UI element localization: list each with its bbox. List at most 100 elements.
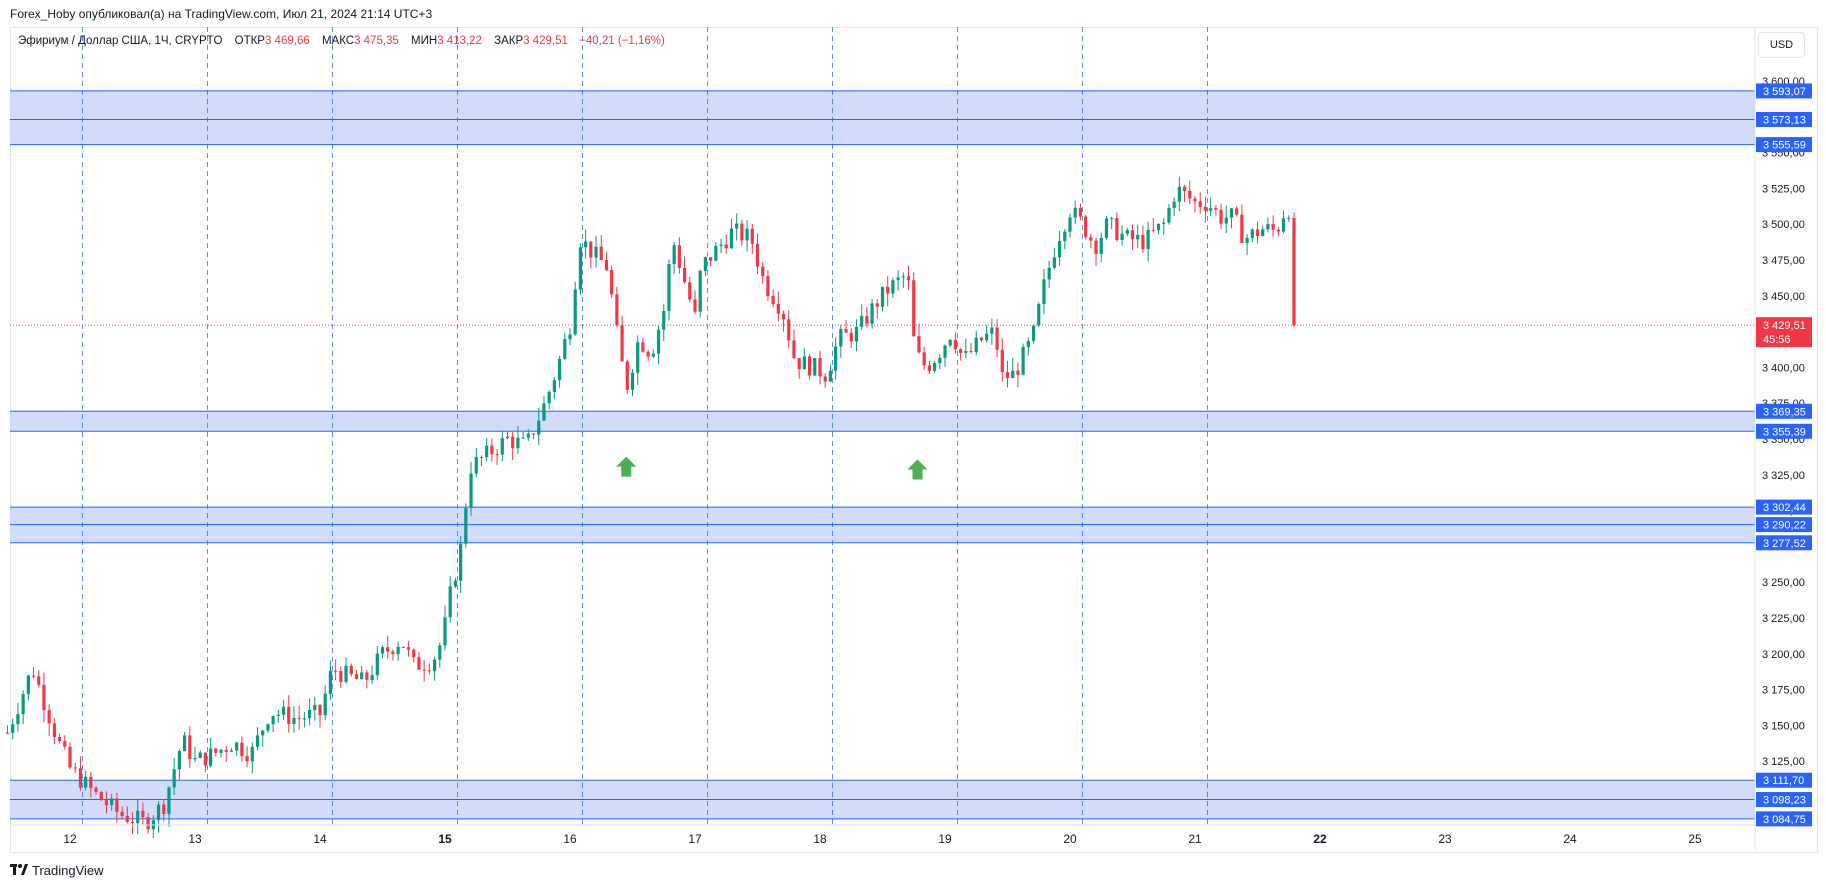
candle-body <box>104 800 109 806</box>
level-badge[interactable] <box>1756 499 1812 515</box>
candle-body <box>662 310 666 330</box>
candle-body <box>328 670 333 694</box>
candle-body <box>125 815 129 822</box>
candle-body <box>953 339 958 350</box>
candle-body <box>339 671 343 682</box>
candle-body <box>84 776 88 788</box>
candle-body <box>380 647 385 654</box>
zone-rect <box>10 90 1755 145</box>
candle-body <box>781 313 786 320</box>
candle-body <box>78 768 83 788</box>
candle-body <box>1287 217 1291 219</box>
candle-body <box>834 346 838 371</box>
y-tick-label: 3 150,00 <box>1762 720 1805 732</box>
candle-body <box>849 332 853 342</box>
candle-body <box>162 804 166 815</box>
candle-body <box>459 543 463 581</box>
candle-body <box>360 672 364 680</box>
candle-body <box>474 457 478 474</box>
y-tick-label: 3 125,00 <box>1762 756 1805 768</box>
level-badge[interactable] <box>1756 137 1812 153</box>
candle-body <box>167 787 171 815</box>
candle-body <box>636 342 640 373</box>
candle-body <box>1026 340 1030 347</box>
candle-body <box>271 715 275 725</box>
candle-body <box>37 676 41 685</box>
currency-button[interactable]: USD <box>1758 32 1805 58</box>
countdown-label: 45:56 <box>1763 334 1791 346</box>
candle-body <box>240 742 244 757</box>
candle-body <box>828 370 833 382</box>
candle-body <box>1255 229 1260 237</box>
zone-rect <box>10 411 1755 432</box>
candle-body <box>688 282 692 300</box>
candle-body <box>1182 186 1187 191</box>
symbol-title[interactable]: Эфириум / Доллар США, 1Ч, CRYPTO <box>18 35 223 47</box>
y-tick-label: 3 250,00 <box>1762 577 1805 589</box>
candle-body <box>1125 230 1129 234</box>
level-badge[interactable] <box>1756 792 1812 808</box>
candle-body <box>1188 190 1192 199</box>
x-tick-label: 12 <box>63 832 77 846</box>
level-badge[interactable] <box>1756 403 1812 419</box>
x-tick-label: 17 <box>688 832 702 846</box>
arrow-up-icon[interactable] <box>907 459 928 480</box>
candle-body <box>985 333 989 341</box>
candle-body <box>1235 208 1239 215</box>
level-badge-label: 3 290,22 <box>1763 520 1806 532</box>
level-badge[interactable] <box>1756 423 1812 439</box>
level-badge[interactable] <box>1756 517 1812 533</box>
footer-branding[interactable]: TradingView <box>10 862 104 880</box>
candle-body <box>500 438 504 455</box>
candle-body <box>948 339 952 346</box>
level-badge-label: 3 369,35 <box>1763 406 1806 418</box>
candle-body <box>568 334 572 340</box>
level-badge[interactable] <box>1756 111 1812 127</box>
candle-body <box>386 647 390 652</box>
candle-body <box>776 304 780 314</box>
candle-body <box>766 276 770 297</box>
candle-body <box>656 329 661 354</box>
candle-body <box>146 817 150 830</box>
level-badge[interactable] <box>1756 772 1812 788</box>
candle-body <box>406 647 411 650</box>
candle-body <box>578 247 583 290</box>
candle-body <box>922 352 926 366</box>
candle-body <box>1031 325 1036 341</box>
candle-body <box>73 767 77 769</box>
candle-body <box>531 433 536 435</box>
candle-body <box>511 436 515 449</box>
candle-body <box>1276 229 1280 232</box>
candle-body <box>620 325 624 362</box>
candle-body <box>120 811 124 816</box>
candle-body <box>1261 229 1265 237</box>
candle-body <box>495 454 499 456</box>
level-badge[interactable] <box>1756 811 1812 827</box>
level-badge-label: 3 302,44 <box>1763 502 1806 514</box>
candle-body <box>594 246 598 258</box>
candle-body <box>537 420 541 435</box>
candle-body <box>136 810 140 824</box>
candle-body <box>1084 216 1088 238</box>
candle-body <box>1047 267 1051 280</box>
candle-body <box>1266 224 1270 230</box>
candle-body <box>860 315 864 327</box>
candle-body <box>1052 257 1056 268</box>
y-tick-label: 3 325,00 <box>1762 470 1805 482</box>
level-badge[interactable] <box>1756 83 1812 99</box>
candle-body <box>68 746 72 768</box>
candle-body <box>318 705 322 716</box>
arrow-up-icon[interactable] <box>616 456 637 477</box>
candle-body <box>235 742 239 751</box>
candle-body <box>610 270 614 295</box>
current-price-badge[interactable] <box>1756 317 1812 348</box>
candle-body <box>490 445 494 455</box>
candle-body <box>807 356 812 376</box>
level-badge[interactable] <box>1756 535 1812 551</box>
candle-body <box>1167 207 1171 223</box>
candle-body <box>906 276 911 281</box>
candle-body <box>209 748 213 766</box>
candle-body <box>818 358 822 377</box>
candle-body <box>261 730 265 736</box>
